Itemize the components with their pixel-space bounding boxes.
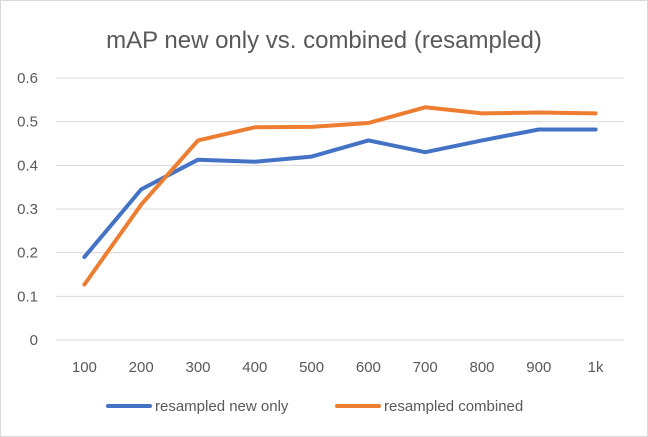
legend: resampled new only resampled combined	[106, 398, 523, 415]
data-point	[139, 187, 143, 191]
y-tick-label: 0.2	[17, 245, 38, 262]
data-point	[480, 138, 484, 142]
data-point	[594, 111, 598, 115]
data-point	[253, 160, 257, 164]
y-tick-label: 0.5	[17, 114, 38, 131]
data-point	[139, 203, 143, 207]
y-axis-ticks: 0 0.1 0.2 0.3 0.4 0.5 0.6	[17, 70, 38, 349]
data-point	[594, 128, 598, 132]
x-tick-label: 300	[185, 359, 210, 376]
x-tick-label: 800	[469, 359, 494, 376]
legend-label: resampled combined	[384, 398, 523, 415]
data-point	[537, 110, 541, 114]
x-tick-label: 200	[129, 359, 154, 376]
y-tick-label: 0	[30, 332, 38, 349]
x-tick-label: 500	[299, 359, 324, 376]
data-point	[423, 150, 427, 154]
x-tick-label: 700	[413, 359, 438, 376]
data-point	[480, 111, 484, 115]
data-point	[310, 155, 314, 159]
data-point	[366, 121, 370, 125]
legend-label: resampled new only	[155, 398, 289, 415]
y-tick-label: 0.1	[17, 288, 38, 305]
x-tick-label: 400	[242, 359, 267, 376]
grid-layer	[56, 77, 624, 341]
chart-title: mAP new only vs. combined (resampled)	[106, 27, 542, 54]
data-point	[82, 255, 86, 259]
data-point	[196, 138, 200, 142]
data-point	[82, 283, 86, 287]
series-line-1	[82, 127, 598, 259]
data-point	[310, 125, 314, 129]
series-layer	[82, 105, 598, 287]
y-tick-label: 0.3	[17, 201, 38, 218]
data-point	[537, 128, 541, 132]
x-tick-label: 1k	[588, 359, 604, 376]
y-tick-label: 0.6	[17, 70, 38, 87]
data-point	[196, 158, 200, 162]
x-tick-label: 600	[356, 359, 381, 376]
data-point	[253, 125, 257, 129]
x-tick-label: 900	[526, 359, 551, 376]
series-line-2	[82, 105, 598, 287]
y-tick-label: 0.4	[17, 157, 38, 174]
x-axis-ticks: 100 200 300 400 500 600 700 800 900 1k	[72, 359, 604, 376]
x-tick-label: 100	[72, 359, 97, 376]
data-point	[423, 105, 427, 109]
data-point	[366, 138, 370, 142]
